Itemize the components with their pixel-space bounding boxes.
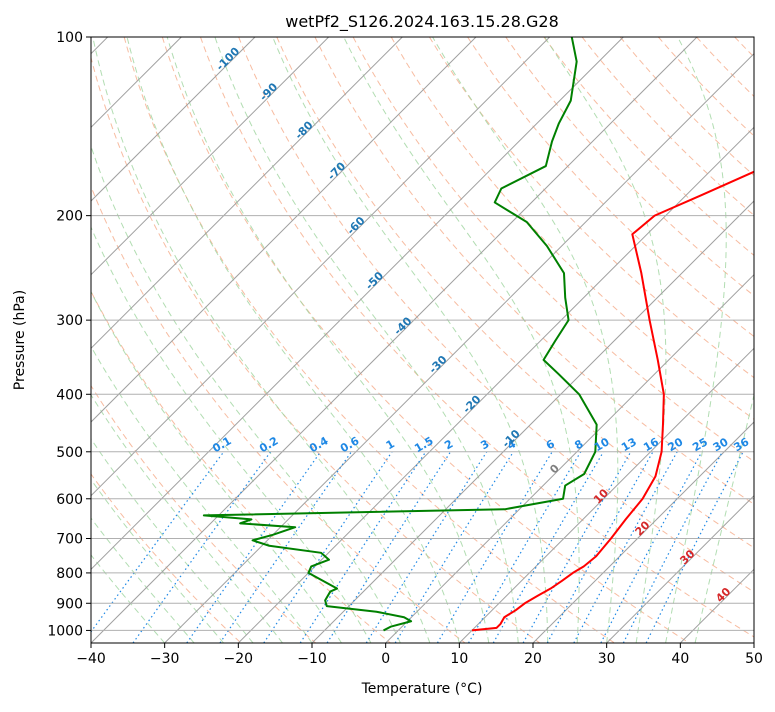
x-tick-label: −30 xyxy=(150,651,180,667)
moist-adiabat xyxy=(91,144,401,643)
moist-adiabat xyxy=(91,393,283,643)
isotherm xyxy=(458,347,754,643)
dry-adiabat xyxy=(200,37,754,638)
isotherm xyxy=(91,37,403,350)
isotherm xyxy=(91,37,477,423)
moist-adiabat xyxy=(91,517,195,643)
moist-adiabat xyxy=(665,37,727,643)
y-axis-label: Pressure (hPa) xyxy=(12,290,28,390)
mixing-ratio-line xyxy=(436,451,553,643)
x-tick-label: 50 xyxy=(745,651,763,667)
chart-title: wetPf2_S126.2024.163.15.28.G28 xyxy=(285,12,559,32)
plot-frame xyxy=(90,36,755,644)
x-tick-label: 0 xyxy=(381,651,390,667)
dry-adiabat xyxy=(390,37,754,420)
y-tick-label: 900 xyxy=(56,596,83,612)
moist-adiabat xyxy=(432,37,619,643)
dry-adiabat xyxy=(123,37,615,643)
y-tick-label: 1000 xyxy=(47,623,83,639)
profile-series xyxy=(202,37,754,632)
moist-adiabat xyxy=(343,37,580,643)
dry-adiabat xyxy=(314,37,754,505)
y-tick-label: 700 xyxy=(56,532,83,548)
isotherm xyxy=(311,200,754,643)
moist-adiabat xyxy=(166,37,490,643)
isotherm xyxy=(237,126,754,643)
isotherm xyxy=(532,421,754,643)
y-tick-label: 800 xyxy=(56,566,83,582)
x-tick-label: −40 xyxy=(76,651,106,667)
mixing-ratio-line xyxy=(573,451,678,643)
mixing-ratio-line xyxy=(600,451,703,643)
axes: −40 −30 −20 −10 0 10 20 30 40 50 1000 900 800 700 600 5… xyxy=(47,30,763,667)
isotherm xyxy=(164,52,754,643)
isotherm xyxy=(91,37,256,202)
moist-adiabat xyxy=(214,37,519,643)
dry-adiabat xyxy=(276,37,754,549)
isotherm xyxy=(753,642,754,643)
isotherm xyxy=(91,37,330,276)
x-tick-label: −20 xyxy=(224,651,254,667)
isotherm xyxy=(91,37,551,497)
x-tick-label: 20 xyxy=(524,651,542,667)
isotherm xyxy=(91,37,624,571)
mixing-ratio-line xyxy=(186,451,322,643)
y-tick-label: 500 xyxy=(56,445,83,461)
y-tick-label: 300 xyxy=(56,313,83,329)
temperature-line xyxy=(471,170,754,632)
mixing-ratio-line xyxy=(326,451,452,643)
dry-adiabat xyxy=(543,37,754,257)
moist-adiabat xyxy=(91,290,342,643)
dewpoint-line xyxy=(202,37,598,632)
dry-adiabat xyxy=(428,37,754,379)
isotherm xyxy=(606,494,754,643)
moist-adiabat xyxy=(694,393,754,643)
moist-adiabat xyxy=(91,554,166,643)
dry-adiabat xyxy=(581,37,754,216)
y-tick-label: 200 xyxy=(56,209,83,225)
x-tick-label: −10 xyxy=(297,651,327,667)
y-tick-label: 400 xyxy=(56,387,83,403)
background-lines xyxy=(91,37,754,643)
x-tick-label: 40 xyxy=(671,651,689,667)
x-axis-label: Temperature (°C) xyxy=(361,681,483,697)
moist-adiabat xyxy=(91,478,224,643)
dry-adiabat xyxy=(91,290,391,643)
x-tick-label: 10 xyxy=(450,651,468,667)
mixing-ratio-line xyxy=(365,451,488,643)
isotherm xyxy=(385,273,754,643)
dry-adiabat xyxy=(238,37,754,593)
mixing-ratio-line xyxy=(263,451,393,643)
moist-adiabat xyxy=(544,37,667,643)
moist-adiabat xyxy=(91,225,372,643)
mixing-ratio-line xyxy=(467,451,582,643)
dry-adiabat xyxy=(91,55,541,643)
moist-adiabat xyxy=(91,437,254,643)
dry-adiabat xyxy=(352,37,754,463)
moist-adiabat xyxy=(126,37,460,643)
x-tick-label: 30 xyxy=(598,651,616,667)
y-tick-label: 600 xyxy=(56,492,83,508)
isotherm xyxy=(91,37,698,643)
plot-background xyxy=(91,37,754,643)
mixing-ratio-line xyxy=(219,451,352,643)
y-tick-label: 100 xyxy=(56,30,83,46)
moist-adiabat xyxy=(92,37,431,643)
moist-adiabat xyxy=(272,37,549,643)
dry-adiabat xyxy=(161,37,690,643)
mixing-ratio-line xyxy=(299,451,427,643)
